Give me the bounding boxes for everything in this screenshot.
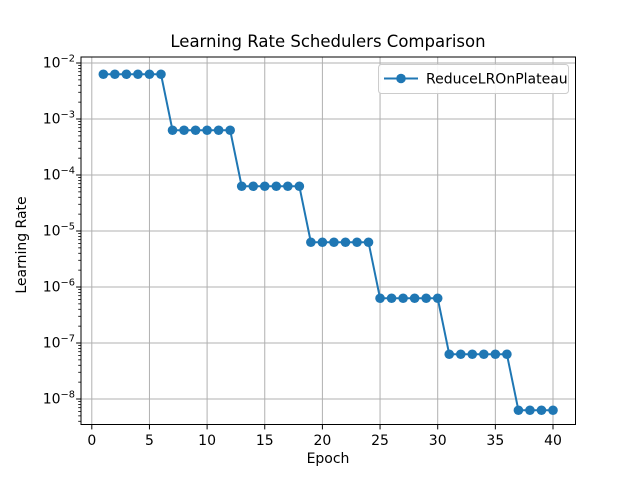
x-tick-label: 15 <box>256 433 274 449</box>
series-marker <box>444 349 455 360</box>
series-marker <box>259 181 270 192</box>
series-marker <box>375 293 385 304</box>
x-tick-label: 30 <box>429 433 447 449</box>
series-marker <box>479 349 489 360</box>
axes-layer <box>76 56 576 430</box>
series-marker <box>409 293 420 304</box>
series-marker <box>156 69 166 80</box>
series-marker <box>490 349 501 360</box>
series-marker <box>536 405 547 416</box>
series-marker <box>398 293 408 304</box>
series-marker <box>110 69 120 80</box>
x-tick-label: 40 <box>544 433 562 449</box>
series-marker <box>179 125 189 136</box>
y-tick-label: 10−3 <box>43 110 75 128</box>
series-marker <box>363 237 374 248</box>
series-marker <box>283 181 293 192</box>
y-tick-label: 10−6 <box>43 278 75 296</box>
series-layer <box>98 69 558 416</box>
legend-box <box>378 64 569 94</box>
series-marker <box>236 181 247 192</box>
series-marker <box>121 69 132 80</box>
y-tick-label: 10−8 <box>43 390 75 408</box>
series-marker <box>548 405 558 416</box>
series-marker <box>513 405 524 416</box>
legend: ReduceLROnPlateau <box>378 64 569 94</box>
series-marker <box>432 293 443 304</box>
x-tick-label: 20 <box>313 433 331 449</box>
series-marker <box>455 349 466 360</box>
series-marker <box>329 237 339 248</box>
x-tick-label: 35 <box>486 433 504 449</box>
legend-label: ReduceLROnPlateau <box>426 72 568 88</box>
series-marker <box>525 405 535 416</box>
x-tick-label: 10 <box>198 433 216 449</box>
series-marker <box>225 125 235 136</box>
series-marker <box>248 181 259 192</box>
y-axis-label: Learning Rate <box>14 196 30 293</box>
series-marker <box>133 69 143 80</box>
series-marker <box>306 237 316 248</box>
y-tick-label: 10−2 <box>43 54 75 72</box>
grid-layer <box>81 57 576 425</box>
legend-marker-icon <box>396 73 406 84</box>
x-axis-label: Epoch <box>307 451 350 467</box>
y-tick-label: 10−7 <box>43 334 75 352</box>
series-marker <box>213 125 224 136</box>
x-tick-label: 0 <box>87 433 96 449</box>
series-marker <box>340 237 351 248</box>
x-tick-label: 5 <box>145 433 154 449</box>
series-marker <box>294 181 305 192</box>
chart-title: Learning Rate Schedulers Comparison <box>170 32 485 51</box>
series-marker <box>190 125 201 136</box>
series-marker <box>502 349 512 360</box>
series-marker <box>144 69 155 80</box>
series-line <box>103 73 553 412</box>
series-marker <box>98 69 109 80</box>
series-marker <box>167 125 178 136</box>
series-marker <box>271 181 282 192</box>
series-marker <box>386 293 397 304</box>
series-marker <box>202 125 212 136</box>
y-tick-label: 10−5 <box>43 222 75 240</box>
axes-spines <box>80 56 576 425</box>
y-tick-label: 10−4 <box>43 166 75 184</box>
series-marker <box>467 349 478 360</box>
series-marker <box>352 237 362 248</box>
series-marker <box>317 237 328 248</box>
x-tick-label: 25 <box>371 433 389 449</box>
series-marker <box>421 293 431 304</box>
tick-label-layer: 0 5 10 15 20 25 30 35 40 10−2 10−3 10−4 10−5 10−6 10−7… <box>43 54 562 450</box>
